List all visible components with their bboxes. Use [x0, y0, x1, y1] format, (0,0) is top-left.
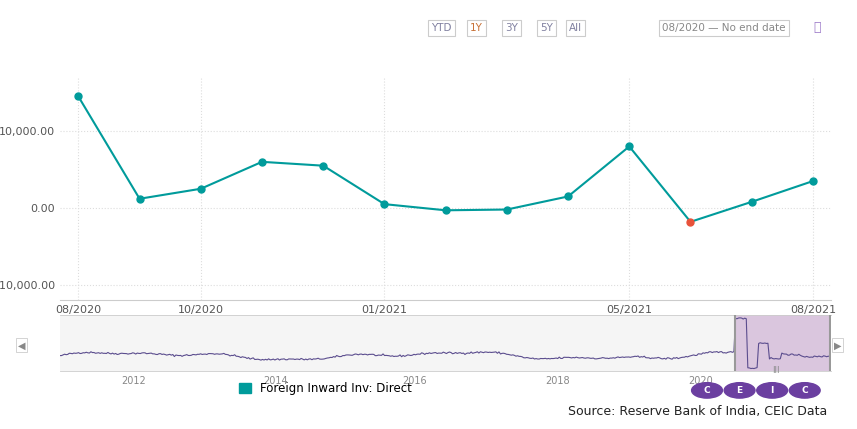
Text: Source: Reserve Bank of India, CEIC Data: Source: Reserve Bank of India, CEIC Data — [567, 405, 827, 418]
Text: All: All — [569, 23, 583, 33]
Text: 5Y: 5Y — [540, 23, 554, 33]
Text: YTD: YTD — [431, 23, 452, 33]
Text: III: III — [772, 366, 779, 375]
Text: 🗓: 🗓 — [814, 21, 821, 34]
Text: C: C — [704, 386, 710, 395]
Bar — [734, 315, 831, 371]
Legend: Foreign Inward Inv: Direct: Foreign Inward Inv: Direct — [234, 377, 417, 399]
Text: ◀: ◀ — [18, 340, 25, 350]
Text: I: I — [770, 386, 774, 395]
Text: 1Y: 1Y — [470, 23, 483, 33]
Text: 08/2020 — No end date: 08/2020 — No end date — [662, 23, 786, 33]
Text: ▶: ▶ — [834, 340, 841, 350]
Text: 3Y: 3Y — [505, 23, 518, 33]
Text: E: E — [736, 386, 743, 395]
Text: C: C — [801, 386, 808, 395]
